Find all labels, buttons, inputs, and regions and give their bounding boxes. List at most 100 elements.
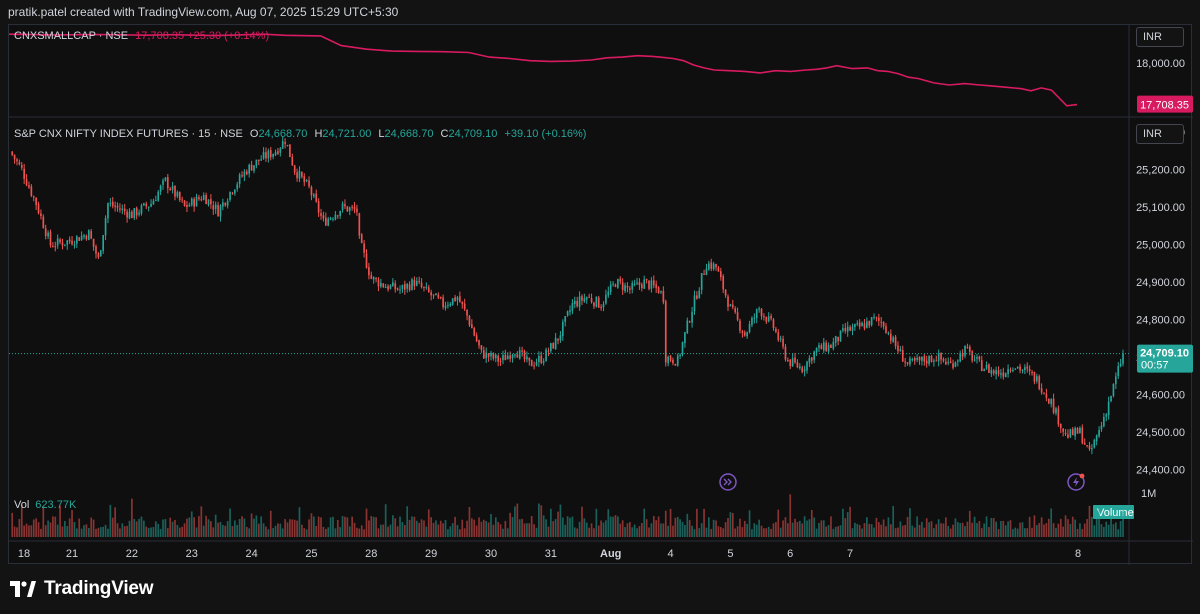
chart-canvas[interactable]: 18,000.00 17,708.35 24,400.00 24,500.00 24,6… <box>9 25 1193 565</box>
candle-body <box>581 296 583 301</box>
volume-bar <box>482 519 485 537</box>
candle-body <box>1112 383 1115 396</box>
volume-bar <box>784 517 787 537</box>
volume-bar <box>681 521 684 537</box>
candle-body <box>1083 442 1086 445</box>
volume-bar <box>147 527 150 537</box>
candle-body <box>564 316 567 322</box>
candle-body <box>545 349 547 362</box>
candle-body <box>640 284 643 289</box>
volume-bar <box>447 529 449 537</box>
volume-bar <box>145 526 148 537</box>
volume-bar <box>1016 528 1019 537</box>
volume-bar <box>798 520 801 537</box>
candle-body <box>1055 408 1057 414</box>
candle-body <box>80 235 83 241</box>
candle-body <box>609 284 612 293</box>
smallcap-symbol: CNXSMALLCAP · NSE <box>14 30 129 42</box>
volume-bar <box>1028 516 1031 537</box>
volume-bar <box>262 523 265 537</box>
candle-body <box>190 198 193 206</box>
volume-bar <box>760 525 763 537</box>
smallcap-currency-button[interactable]: INR <box>1136 27 1184 47</box>
volume-bar <box>609 516 612 537</box>
candle-body <box>396 288 399 290</box>
volume-bar <box>602 522 605 537</box>
candle-body <box>583 298 586 302</box>
candle-body <box>585 297 588 300</box>
event-arrows <box>723 478 732 486</box>
smallcap-last-price-badge <box>1137 95 1193 113</box>
volume-bar <box>1079 523 1081 537</box>
volume-bar <box>667 525 669 537</box>
volume-bar <box>880 524 883 537</box>
candle-body <box>1024 367 1026 371</box>
volume-bar <box>475 525 478 537</box>
volume-bar <box>712 519 715 537</box>
candle-body <box>961 353 964 357</box>
candle-body <box>631 283 634 290</box>
high-value: 24,721.00 <box>322 128 372 140</box>
volume-bar <box>966 521 969 537</box>
volume-bar <box>990 518 993 537</box>
candle-body <box>937 353 940 362</box>
volume-bar <box>1055 527 1057 537</box>
candle-body <box>839 330 842 342</box>
volume-bar <box>11 512 14 537</box>
volume-bar <box>605 520 607 537</box>
nifty-currency-button[interactable]: INR <box>1136 124 1184 144</box>
candle-body <box>803 369 806 372</box>
tradingview-logo[interactable]: TradingView <box>10 578 154 600</box>
candle-body <box>1076 428 1079 434</box>
candle-body <box>674 363 677 366</box>
volume-bar <box>459 529 461 537</box>
candle-body <box>990 370 993 374</box>
volume-bar <box>1122 510 1124 537</box>
volume-bar <box>40 528 42 537</box>
candle-body <box>97 253 100 258</box>
volume-bar <box>116 523 119 537</box>
volume-bar <box>49 522 52 537</box>
volume-bar <box>183 523 186 537</box>
candle-body <box>44 228 47 237</box>
candle-body <box>918 356 921 361</box>
candle-body <box>712 263 715 270</box>
candle-body <box>763 316 765 318</box>
volume-bar <box>533 524 535 537</box>
candle-body <box>95 246 97 254</box>
candle-body <box>181 199 184 201</box>
chart-frame[interactable]: 18,000.00 17,708.35 24,400.00 24,500.00 24,6… <box>8 24 1193 565</box>
volume-bar <box>660 523 662 537</box>
volume-bar <box>743 520 746 537</box>
volume-bar <box>801 523 804 537</box>
volume-bar <box>710 529 713 537</box>
volume-bar <box>356 527 358 537</box>
time-axis-label: 28 <box>365 548 377 560</box>
candle-body <box>600 306 602 309</box>
volume-bar <box>28 525 30 537</box>
volume-bar <box>705 527 708 537</box>
candle-body <box>954 362 957 367</box>
candle-body <box>906 362 909 364</box>
candle-body <box>997 370 1000 375</box>
candle-body <box>523 350 526 360</box>
candle-body <box>684 332 686 344</box>
candle-body <box>540 355 543 363</box>
candle-body <box>1000 373 1002 375</box>
event-ring <box>1067 473 1085 491</box>
time-axis-label: 7 <box>847 548 853 560</box>
volume-bar <box>382 524 385 537</box>
volume-bar <box>164 519 167 537</box>
candle-body <box>976 357 978 359</box>
nifty-y-tick-label: 25,200.00 <box>1136 165 1185 177</box>
candle-body <box>303 176 306 183</box>
candle-body <box>851 326 854 331</box>
candle-body <box>538 356 540 362</box>
volume-bar <box>674 517 677 537</box>
candle-body <box>372 277 375 280</box>
candle-body <box>52 245 54 247</box>
candle-body <box>1038 376 1041 389</box>
candle-body <box>952 363 954 368</box>
candle-body <box>411 279 413 290</box>
candle-body <box>147 206 150 208</box>
